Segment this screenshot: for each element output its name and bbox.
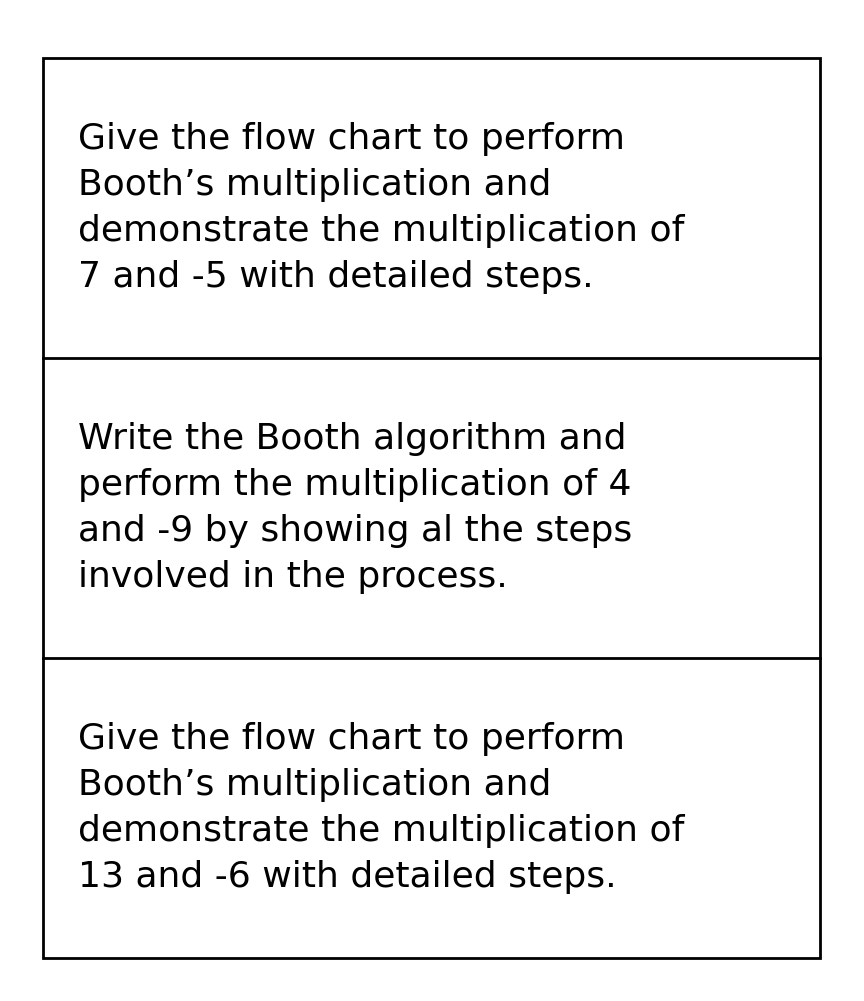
Bar [43, 58, 820, 958]
Text: Give the flow chart to perform
Booth’s multiplication and
demonstrate the multip: Give the flow chart to perform Booth’s m… [78, 122, 684, 294]
Text: Write the Booth algorithm and
perform the multiplication of 4
and -9 by showing : Write the Booth algorithm and perform th… [78, 421, 632, 595]
Text: Give the flow chart to perform
Booth’s multiplication and
demonstrate the multip: Give the flow chart to perform Booth’s m… [78, 722, 684, 894]
